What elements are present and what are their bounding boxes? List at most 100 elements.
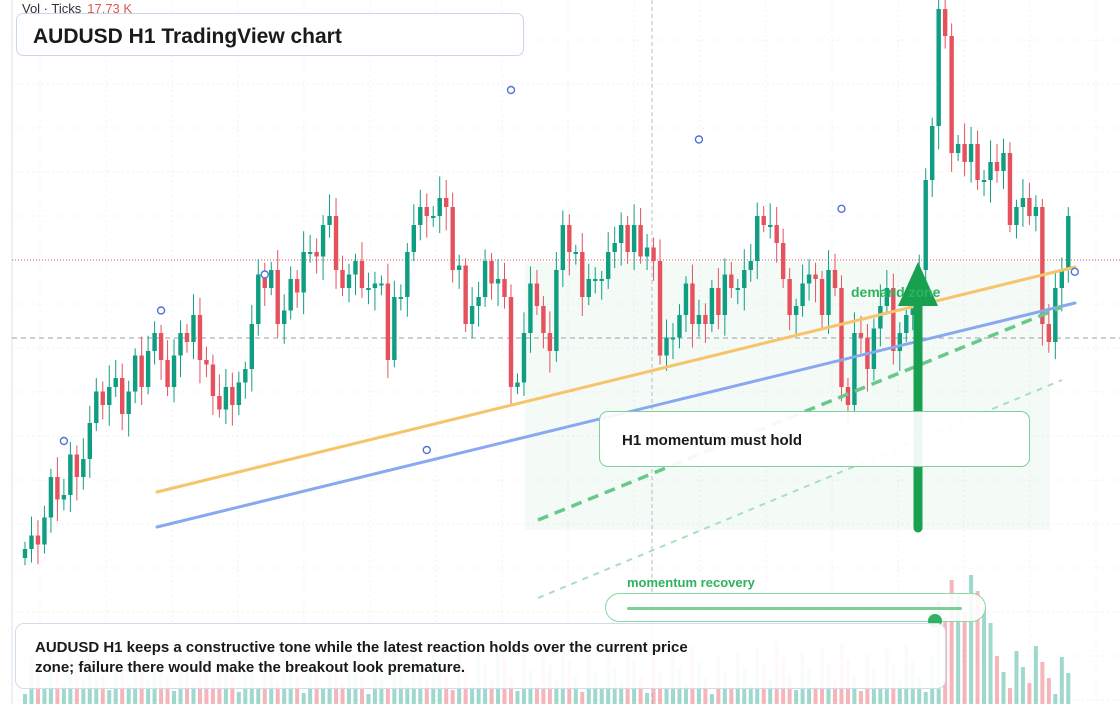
candle-body — [891, 288, 896, 351]
candle-body — [29, 535, 34, 549]
momentum-slider[interactable] — [605, 593, 986, 628]
candle-body — [852, 333, 857, 405]
candle-body — [923, 180, 928, 270]
candle-body — [599, 279, 604, 281]
volume-bar — [534, 686, 539, 704]
candle-body — [716, 288, 721, 315]
volume-bar — [340, 683, 345, 704]
candle-body — [223, 387, 229, 410]
candle-body — [22, 549, 28, 558]
volume-bar — [703, 678, 708, 704]
candle-body — [593, 279, 598, 281]
candle-body — [42, 517, 47, 545]
volume-bar — [995, 656, 999, 704]
volume-bar — [1046, 678, 1051, 704]
candle-body — [573, 252, 578, 254]
candle-body — [949, 36, 954, 153]
candle-body — [152, 333, 157, 351]
volume-bar — [638, 677, 643, 704]
candle-body — [651, 247, 656, 261]
candle-body — [61, 495, 67, 500]
candle-body — [1001, 153, 1006, 171]
candle-body — [230, 387, 235, 405]
candle-body — [780, 243, 786, 279]
candle-body — [132, 355, 138, 392]
candle-body — [813, 274, 818, 279]
volume-bar — [172, 691, 177, 704]
candle-body — [165, 360, 170, 387]
demand-arrow-icon — [898, 262, 938, 306]
candle-body — [664, 337, 669, 356]
volume-bar — [405, 684, 410, 704]
candle-body — [307, 252, 313, 254]
chart-marker-icon — [260, 270, 269, 279]
candle-body — [431, 216, 436, 218]
volume-indicator-label: Vol · Ticks 17.73 K — [22, 1, 133, 16]
volume-bar — [61, 684, 66, 704]
volume-bar — [385, 689, 390, 704]
volume-bar — [81, 679, 86, 704]
candle-body — [560, 225, 566, 270]
candle-body — [735, 288, 740, 290]
candle-body — [405, 252, 410, 297]
candle-body — [1059, 270, 1064, 288]
volume-bar — [1007, 688, 1012, 704]
summary-box: AUDUSD H1 keeps a constructive tone whil… — [15, 623, 946, 689]
candle-body — [1046, 324, 1052, 342]
volume-bar — [709, 694, 714, 704]
candle-body — [107, 387, 112, 405]
chart-marker-icon — [422, 445, 431, 455]
volume-bar — [858, 691, 863, 704]
candle-body — [806, 274, 812, 284]
chart-marker-icon — [837, 204, 846, 214]
volume-bar — [230, 676, 235, 704]
chart-title-box: AUDUSD H1 TradingView chart — [16, 13, 524, 56]
candle-body — [942, 9, 948, 36]
candle-body — [793, 306, 799, 315]
candle-body — [327, 216, 332, 225]
volume-bar — [917, 676, 922, 704]
candle-body — [631, 225, 637, 252]
candle-body — [521, 333, 527, 383]
candle-body — [554, 270, 559, 351]
candle-body — [1014, 207, 1019, 225]
candle-body — [184, 333, 190, 342]
candle-body — [489, 261, 494, 284]
volume-bar — [100, 674, 105, 704]
candle-body — [657, 261, 663, 356]
candle-body — [35, 535, 41, 545]
candle-body — [800, 283, 805, 306]
volume-bar — [897, 681, 902, 704]
candle-body — [126, 391, 131, 414]
volume-bar — [878, 686, 883, 704]
candle-body — [962, 144, 967, 162]
volume-bar — [768, 679, 773, 704]
candle-body — [398, 297, 404, 299]
candle-body — [904, 315, 909, 333]
volume-bar — [295, 677, 300, 704]
candle-body — [683, 283, 689, 315]
candle-body — [294, 279, 300, 293]
chart-marker-icon — [59, 436, 69, 446]
candle-body — [275, 270, 280, 324]
volume-bar — [515, 691, 520, 704]
candle-body — [346, 274, 352, 288]
candle-body — [988, 162, 993, 180]
candle-body — [1020, 198, 1026, 207]
candle-body — [884, 288, 890, 306]
candle-body — [217, 396, 222, 410]
volume-bar — [424, 679, 429, 704]
candle-body — [379, 283, 384, 286]
candle-body — [742, 270, 747, 288]
candle-body — [826, 270, 831, 315]
candle-body — [502, 279, 507, 297]
candle-body — [197, 315, 203, 360]
volume-bar — [664, 688, 669, 704]
candle-body — [1007, 153, 1013, 225]
volume-bar — [1020, 667, 1025, 704]
demand-zone-label: demand zone — [851, 284, 941, 300]
candle-body — [696, 315, 702, 324]
volume-bar — [969, 575, 974, 704]
candle-body — [340, 270, 345, 288]
